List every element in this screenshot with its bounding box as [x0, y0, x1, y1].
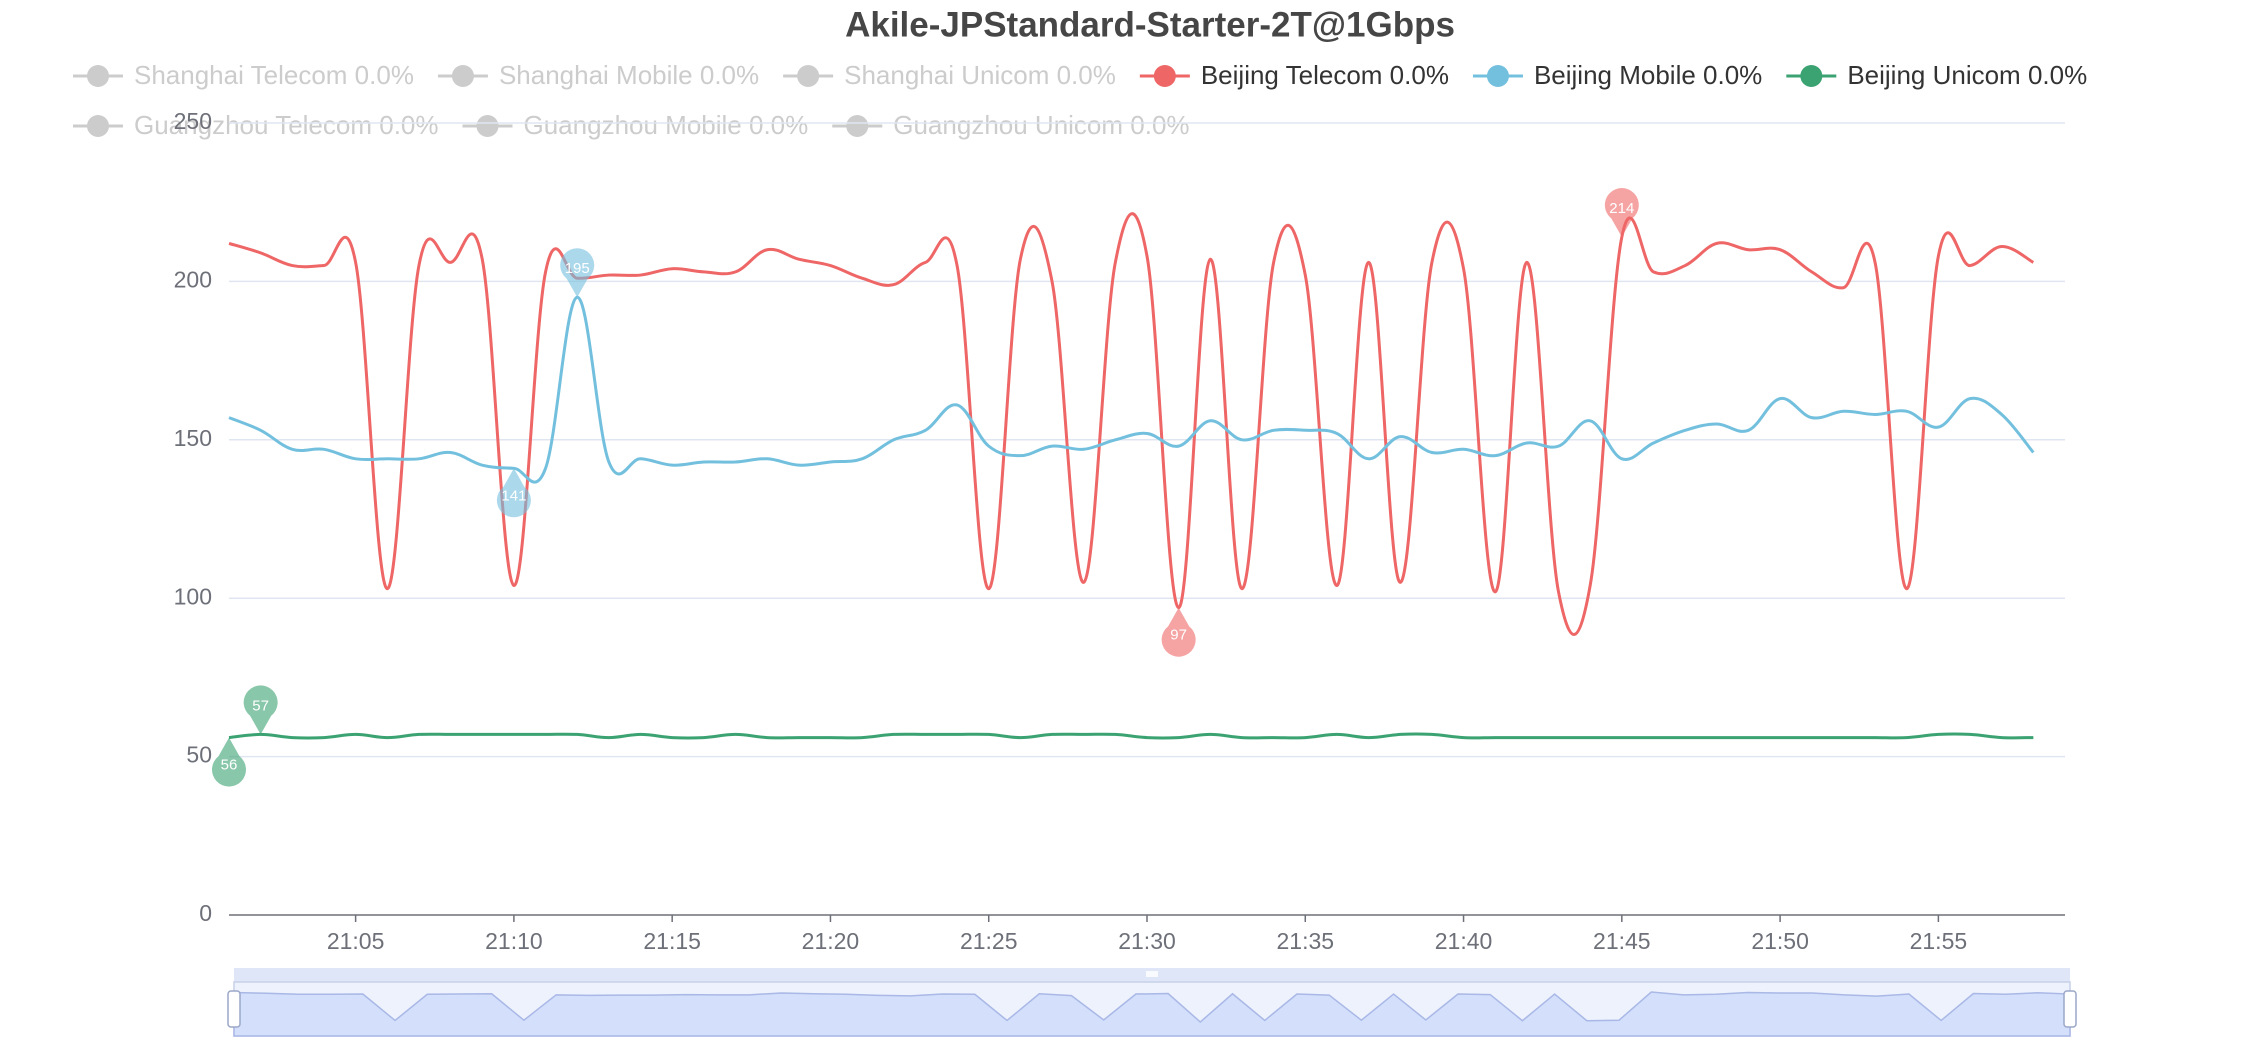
y-tick-label: 0	[199, 900, 212, 926]
mark-point-pin	[560, 248, 595, 298]
mark-point-pin	[243, 685, 278, 735]
legend-label: Guangzhou Mobile 0.0%	[524, 110, 809, 140]
legend-icon-dot	[1486, 65, 1509, 87]
x-tick-label: 21:55	[1910, 928, 1968, 954]
legend-item[interactable]: Guangzhou Telecom 0.0%	[73, 110, 439, 140]
y-tick-label: 100	[174, 583, 212, 609]
x-tick-label: 21:50	[1751, 928, 1809, 954]
mark-point: 141	[496, 468, 531, 518]
x-tick-label: 21:35	[1276, 928, 1334, 954]
series-line	[228, 295, 2035, 484]
x-tick-label: 21:05	[327, 928, 385, 954]
legend-icon-dot	[476, 115, 499, 137]
slider-handle[interactable]	[227, 990, 241, 1028]
mark-point: 56	[212, 737, 246, 787]
mark-point-label: 97	[1170, 627, 1187, 644]
legend-icon-dot	[451, 65, 474, 87]
x-tick-label: 21:25	[960, 928, 1018, 954]
legend-item[interactable]: Shanghai Telecom 0.0%	[73, 60, 414, 90]
legend-icon-dot	[87, 65, 109, 87]
x-tick-label: 21:45	[1593, 928, 1651, 954]
mark-point-label: 195	[565, 260, 590, 277]
series-line	[228, 732, 2034, 740]
x-tick-label: 21:15	[643, 928, 701, 954]
legend-label: Guangzhou Unicom 0.0%	[893, 110, 1189, 140]
legend-icon-dot	[1800, 65, 1823, 87]
mark-point-pin	[1604, 188, 1639, 238]
x-tick-label: 21:30	[1118, 928, 1176, 954]
legend-label: Shanghai Unicom 0.0%	[844, 60, 1116, 90]
y-tick-label: 200	[174, 266, 212, 292]
legend-item[interactable]: Shanghai Mobile 0.0%	[437, 60, 759, 90]
legend-icon-dot	[87, 115, 109, 137]
legend-item[interactable]: Guangzhou Unicom 0.0%	[832, 110, 1190, 140]
legend-item[interactable]: Beijing Telecom 0.0%	[1139, 60, 1449, 90]
legend-item[interactable]: Shanghai Unicom 0.0%	[783, 60, 1116, 90]
slider-grip[interactable]	[1146, 971, 1158, 977]
y-tick-label: 150	[174, 425, 212, 451]
x-tick-label: 21:10	[485, 928, 543, 954]
mark-point: 57	[243, 685, 278, 735]
legend-label: Guangzhou Telecom 0.0%	[134, 110, 439, 140]
slider-preview	[233, 991, 2071, 1037]
x-tick-label: 21:20	[802, 928, 860, 954]
legend-label: Beijing Telecom 0.0%	[1201, 60, 1449, 90]
legend-label: Beijing Unicom 0.0%	[1847, 60, 2087, 90]
mark-point-pin	[212, 737, 246, 787]
legend-item[interactable]: Guangzhou Mobile 0.0%	[462, 110, 809, 140]
legend-label: Shanghai Telecom 0.0%	[134, 60, 414, 90]
legend-icon-dot	[797, 65, 820, 87]
mark-point-label: 57	[252, 697, 269, 714]
mark-point-label: 141	[501, 487, 526, 504]
mark-point-pin	[496, 468, 531, 518]
chart-title: Akile-JPStandard-Starter-2T@1Gbps	[845, 5, 1455, 44]
mark-point: 214	[1604, 188, 1639, 238]
legend-item[interactable]: Beijing Mobile 0.0%	[1472, 60, 1762, 90]
mark-point-label: 56	[221, 757, 238, 774]
legend-label: Beijing Mobile 0.0%	[1534, 60, 1762, 90]
legend-label: Shanghai Mobile 0.0%	[499, 60, 759, 90]
series-line	[228, 212, 2035, 636]
slider-handle[interactable]	[2063, 990, 2077, 1028]
x-tick-label: 21:40	[1435, 928, 1493, 954]
y-tick-label: 250	[174, 108, 212, 134]
mark-point-pin	[1161, 607, 1196, 657]
mark-point: 195	[560, 248, 595, 298]
legend-item[interactable]: Beijing Unicom 0.0%	[1786, 60, 2087, 90]
mark-point-label: 214	[1609, 200, 1634, 217]
legend-icon-dot	[1153, 65, 1176, 87]
mark-point: 97	[1161, 607, 1196, 657]
y-tick-label: 50	[186, 742, 212, 768]
legend-icon-dot	[846, 115, 869, 137]
